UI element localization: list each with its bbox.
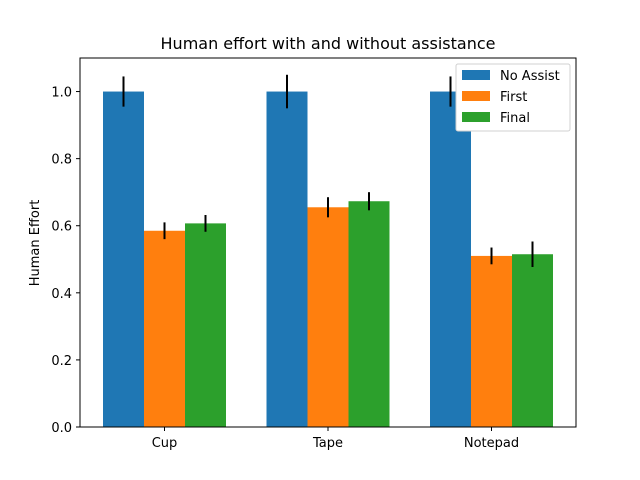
bar-first-cup: [144, 230, 185, 427]
bar-no-assist-notepad: [430, 91, 471, 427]
plot-area: 0.0 0.2 0.4 0.6 0.8 1.0 Cup Tape Notepad: [51, 57, 577, 451]
bar-final-notepad: [512, 254, 553, 427]
y-tick-label: 0.2: [51, 354, 72, 369]
legend: No Assist First Final: [455, 63, 571, 132]
bar-first-notepad: [471, 255, 512, 427]
bar-no-assist-cup: [103, 91, 144, 427]
y-axis-label: Human Effort: [28, 200, 43, 287]
y-tick-label: 0.6: [51, 220, 72, 235]
bar-no-assist-tape: [266, 91, 308, 427]
bar-first-tape: [307, 207, 349, 427]
bar-final-tape: [348, 201, 390, 427]
bar-final-cup: [185, 223, 226, 427]
legend-label: Final: [500, 111, 530, 126]
legend-label: First: [500, 90, 527, 105]
x-tick-label: Notepad: [464, 436, 519, 451]
y-tick-label: 1.0: [51, 86, 72, 101]
y-tick-label: 0.0: [51, 421, 72, 436]
legend-swatch: [462, 112, 490, 122]
y-tick-label: 0.4: [51, 287, 72, 302]
x-tick-label: Tape: [312, 436, 343, 451]
legend-swatch: [462, 70, 490, 80]
x-tick-label: Cup: [152, 436, 178, 451]
legend-label: No Assist: [500, 69, 560, 84]
chart-title: Human effort with and without assistance: [161, 34, 496, 53]
legend-swatch: [462, 91, 490, 101]
y-tick-label: 0.8: [51, 153, 72, 168]
